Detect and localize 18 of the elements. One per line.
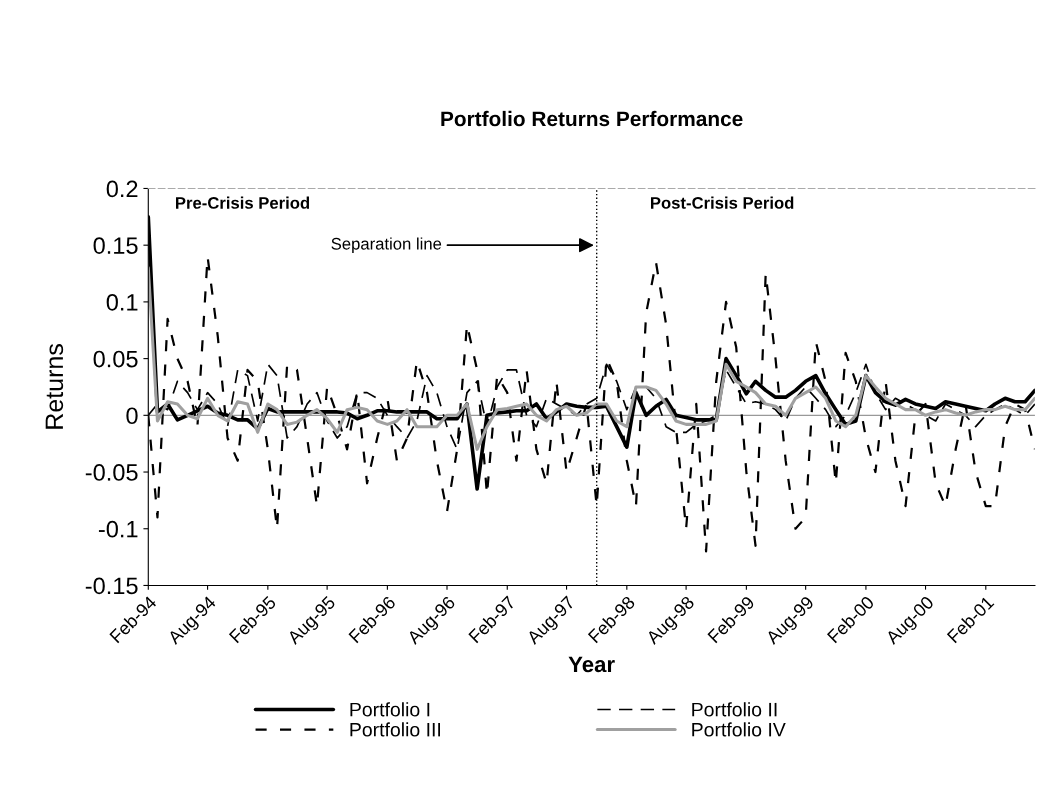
legend-label: Portfolio IV <box>692 722 786 737</box>
y-tick-label: 0.05 <box>93 350 138 368</box>
y-tick-label: 0.15 <box>93 237 138 254</box>
y-tick-label: 0.2 <box>106 180 138 198</box>
y-tick-label: -0.1 <box>98 520 138 538</box>
annotation: Post-Crisis Period <box>651 196 794 209</box>
legend-label: Portfolio I <box>350 702 430 717</box>
annotation: Pre-Crisis Period <box>176 196 310 209</box>
y-axis-title: Returns <box>45 344 64 429</box>
chart-title: Portfolio Returns Performance <box>441 110 743 127</box>
y-tick-label: -0.05 <box>85 464 138 481</box>
ref-line-label: Separation line <box>331 237 442 253</box>
x-axis-title: Year <box>568 656 615 673</box>
y-tick-label: 0.1 <box>106 293 138 311</box>
y-tick-label: -0.15 <box>85 577 138 595</box>
y-tick-label: 0 <box>126 407 138 425</box>
legend-label: Portfolio II <box>692 702 777 717</box>
legend-label: Portfolio III <box>350 722 441 737</box>
